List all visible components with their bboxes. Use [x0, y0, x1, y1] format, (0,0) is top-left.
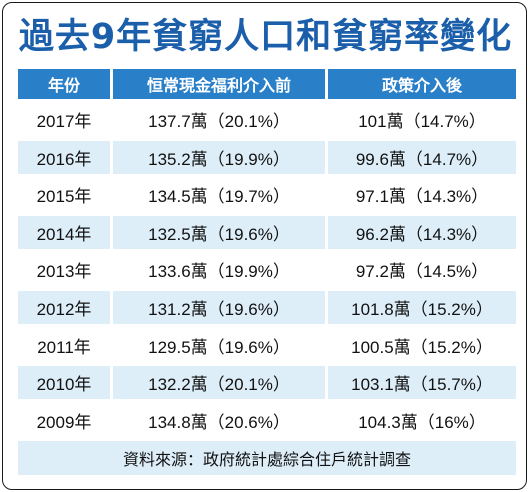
table-row: 2017年 137.7萬（20.1%） 101萬（14.7%） — [18, 103, 516, 136]
pre-intervention-cell: 132.2萬（20.1%） — [113, 366, 325, 400]
table-row: 2015年 134.5萬（19.7%） 97.1萬（14.3%） — [18, 178, 516, 212]
table-row: 2009年 134.8萬（20.6%） 104.3萬（16%） — [18, 403, 516, 437]
post-intervention-cell: 101.8萬（15.2%） — [328, 290, 516, 324]
post-intervention-cell: 100.5萬（15.2%） — [328, 328, 516, 362]
pre-intervention-cell: 133.6萬（19.9%） — [113, 253, 325, 287]
table-row: 2012年 131.2萬（19.6%） 101.8萬（15.2%） — [18, 290, 516, 324]
pre-intervention-cell: 137.7萬（20.1%） — [113, 103, 325, 136]
year-cell: 2015年 — [18, 178, 110, 212]
data-table: 年份 恒常現金福利介入前 政策介入後 2017年 137.7萬（20.1%） 1… — [18, 69, 516, 441]
pre-intervention-cell: 131.2萬（19.6%） — [113, 290, 325, 324]
year-cell: 2013年 — [18, 253, 110, 287]
year-cell: 2009年 — [18, 403, 110, 437]
post-intervention-cell: 97.2萬（14.5%） — [328, 253, 516, 287]
year-cell: 2010年 — [18, 366, 110, 400]
pre-intervention-cell: 134.8萬（20.6%） — [113, 403, 325, 437]
post-intervention-cell: 97.1萬（14.3%） — [328, 178, 516, 212]
table-header-row: 年份 恒常現金福利介入前 政策介入後 — [18, 69, 516, 99]
year-cell: 2012年 — [18, 290, 110, 324]
pre-intervention-cell: 134.5萬（19.7%） — [113, 178, 325, 212]
header-year: 年份 — [18, 69, 110, 99]
post-intervention-cell: 99.6萬（14.7%） — [328, 140, 516, 174]
pre-intervention-cell: 135.2萬（19.9%） — [113, 140, 325, 174]
table-row: 2011年 129.5萬（19.6%） 100.5萬（15.2%） — [18, 328, 516, 362]
source-note: 資料來源：政府統計處綜合住戶統計調查 — [18, 441, 516, 475]
header-post-intervention: 政策介入後 — [328, 69, 516, 99]
year-cell: 2016年 — [18, 140, 110, 174]
table-row: 2010年 132.2萬（20.1%） 103.1萬（15.7%） — [18, 366, 516, 400]
year-cell: 2011年 — [18, 328, 110, 362]
post-intervention-cell: 103.1萬（15.7%） — [328, 366, 516, 400]
header-pre-intervention: 恒常現金福利介入前 — [113, 69, 325, 99]
infographic-title: 過去9年貧窮人口和貧窮率變化 — [18, 17, 513, 57]
post-intervention-cell: 104.3萬（16%） — [328, 403, 516, 437]
table-row: 2014年 132.5萬（19.6%） 96.2萬（14.3%） — [18, 215, 516, 249]
post-intervention-cell: 96.2萬（14.3%） — [328, 215, 516, 249]
pre-intervention-cell: 129.5萬（19.6%） — [113, 328, 325, 362]
table-row: 2013年 133.6萬（19.9%） 97.2萬（14.5%） — [18, 253, 516, 287]
post-intervention-cell: 101萬（14.7%） — [328, 103, 516, 136]
year-cell: 2017年 — [18, 103, 110, 136]
pre-intervention-cell: 132.5萬（19.6%） — [113, 215, 325, 249]
table-row: 2016年 135.2萬（19.9%） 99.6萬（14.7%） — [18, 140, 516, 174]
year-cell: 2014年 — [18, 215, 110, 249]
